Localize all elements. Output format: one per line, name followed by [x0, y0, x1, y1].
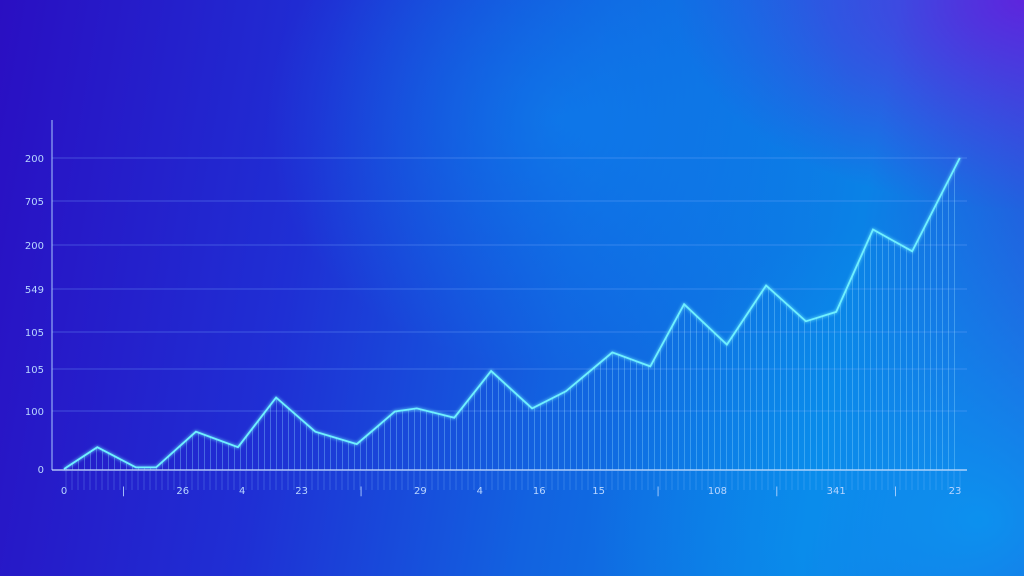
x-axis-tick-labels: 0 | 26 4 23 | 29 4 16 15 | 108 | 341 | 23	[61, 486, 962, 497]
x-tick-label: 108	[708, 486, 727, 497]
x-tick-label: 16	[533, 486, 546, 497]
x-tick-label: 0	[61, 486, 67, 497]
x-tick-label: 29	[414, 486, 427, 497]
y-tick-label: 200	[25, 241, 44, 252]
x-tick-label: |	[122, 486, 125, 497]
x-tick-label: |	[359, 486, 362, 497]
x-tick-label: 15	[592, 486, 605, 497]
y-tick-label: 200	[25, 154, 44, 165]
area-fill	[64, 158, 960, 470]
x-tick-label: 341	[827, 486, 846, 497]
x-tick-label: |	[656, 486, 659, 497]
y-tick-label: 549	[25, 285, 44, 296]
x-tick-label: |	[775, 486, 778, 497]
x-tick-label: 23	[949, 486, 962, 497]
y-tick-label: 0	[38, 465, 44, 476]
x-axis-minor-ticks	[65, 471, 961, 490]
y-tick-label: 705	[25, 197, 44, 208]
y-tick-label: 105	[25, 365, 44, 376]
y-axis-tick-labels: 200 705 200 549 105 105 100 0	[25, 154, 44, 476]
x-tick-label: 4	[477, 486, 483, 497]
x-tick-label: 4	[239, 486, 245, 497]
x-tick-label: 23	[295, 486, 308, 497]
y-tick-label: 105	[25, 328, 44, 339]
y-tick-label: 100	[25, 407, 44, 418]
x-tick-label: |	[894, 486, 897, 497]
x-tick-label: 26	[176, 486, 189, 497]
gridlines	[52, 157, 967, 412]
series-line	[63, 157, 961, 470]
